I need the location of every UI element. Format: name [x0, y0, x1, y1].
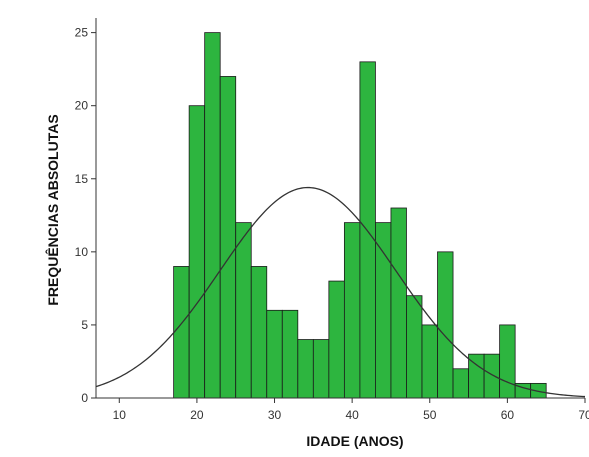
x-tick-label: 60 [501, 408, 515, 422]
y-tick-label: 0 [81, 391, 88, 405]
histogram-bar-19 [452, 368, 469, 399]
histogram-bar-1 [173, 266, 190, 399]
histogram-bar-2 [188, 105, 206, 399]
histogram-bar-15 [390, 207, 407, 399]
y-tick-label: 5 [81, 318, 88, 332]
histogram-bar-18 [437, 251, 454, 399]
y-tick-label: 10 [75, 245, 89, 259]
x-tick-label: 30 [268, 408, 282, 422]
x-tick-label: 10 [113, 408, 127, 422]
x-tick-label: 70 [578, 408, 589, 422]
histogram-bar-21 [483, 353, 501, 399]
x-axis-ticks: 10 20 30 40 50 60 70 [113, 398, 589, 422]
y-axis-label: FREQUÊNCIAS ABSOLUTAS [44, 114, 61, 305]
histogram-bar-22 [499, 324, 516, 399]
y-axis-ticks: 0 5 10 15 20 25 [75, 26, 96, 405]
y-tick-label: 25 [75, 26, 89, 40]
y-tick-label: 15 [75, 172, 89, 186]
histogram-bar-7 [266, 309, 283, 399]
histogram-bar-17 [421, 324, 438, 399]
histogram-bar-9 [297, 339, 314, 399]
x-tick-label: 50 [423, 408, 437, 422]
histogram-bar-16 [406, 295, 423, 399]
histogram-bar-11 [328, 280, 345, 399]
histogram-bar-10 [312, 339, 330, 399]
histogram-bar-6 [250, 266, 268, 399]
x-axis-label: IDADE (ANOS) [306, 433, 403, 449]
histogram-bar-14 [375, 222, 392, 399]
histogram-bar-12 [343, 222, 361, 399]
chart-axes: 0 5 10 15 20 25 10 20 30 40 50 60 70 [75, 18, 589, 422]
histogram-bar-3 [204, 32, 221, 399]
histogram-bar-5 [235, 222, 252, 399]
histogram-bar-13 [359, 61, 376, 399]
histogram-bar-8 [281, 309, 299, 399]
normal-distribution-curve [95, 186, 586, 398]
histogram-bar-4 [219, 76, 237, 399]
y-tick-label: 20 [75, 99, 89, 113]
x-tick-label: 40 [345, 408, 359, 422]
histogram-bars [173, 32, 547, 399]
x-tick-label: 20 [190, 408, 204, 422]
